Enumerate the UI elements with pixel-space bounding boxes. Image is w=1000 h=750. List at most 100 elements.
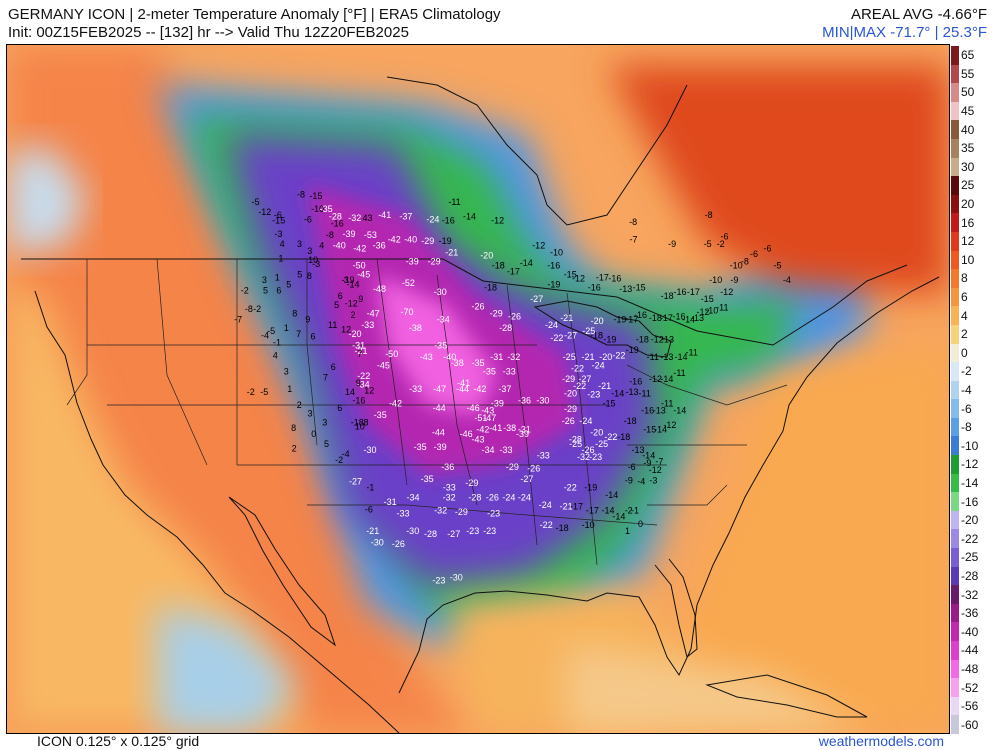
anomaly-map[interactable]: -32 43 -41 -37 -24 -16 -39 -53 -42 -40 -29 -19 -42 -3… — [6, 44, 950, 734]
temperature-value: -42 — [353, 243, 366, 253]
colorbar-swatch — [951, 138, 959, 159]
colorbar-swatch — [951, 715, 959, 735]
temperature-value: -5 — [704, 239, 712, 249]
temperature-value: -21 — [581, 352, 594, 362]
colorbar-swatch — [951, 287, 959, 307]
colorbar-swatch — [951, 194, 959, 214]
temperature-value: -18 — [556, 523, 569, 533]
temperature-value: -32 — [443, 493, 456, 503]
temperature-value: -2 — [247, 387, 255, 397]
temperature-value: -32 — [507, 352, 520, 362]
temperature-value: 9 — [358, 294, 363, 304]
temperature-value: -36 — [441, 462, 454, 472]
temperature-value: -15 — [602, 398, 615, 408]
colorbar-label: -20 — [961, 513, 979, 528]
colorbar-label: 6 — [961, 290, 968, 305]
boundaries — [21, 76, 940, 733]
temperature-value: -47 — [367, 309, 380, 319]
colorbar-label: -12 — [961, 457, 979, 472]
temperature-value: -52 — [402, 278, 415, 288]
temperature-value: -43 — [420, 352, 433, 362]
state-line-5 — [376, 258, 408, 486]
temperature-value: -29 — [455, 507, 468, 517]
temperature-value: -30 — [406, 526, 419, 536]
temperature-value: -12 — [572, 274, 585, 284]
temperature-value: -29 — [465, 478, 478, 488]
temperature-value: -38 — [451, 358, 464, 368]
temperature-value: -27 — [520, 474, 533, 484]
temperature-value: -51 — [474, 413, 487, 423]
baja-peninsula — [228, 496, 336, 647]
colorbar-label: -44 — [961, 643, 979, 658]
temperature-value: 2 — [297, 400, 302, 410]
temperature-value: -2 — [253, 304, 261, 314]
temperature-value: -16 — [672, 311, 685, 321]
colorbar-label: 40 — [961, 122, 975, 137]
temperature-value: 8 — [292, 309, 297, 319]
temperature-value: -16 — [588, 282, 601, 292]
temperature-value: -32 — [577, 452, 590, 462]
colorbar-swatch — [951, 324, 959, 344]
temperature-value: -15 — [633, 282, 646, 292]
temperature-value: -39 — [491, 398, 504, 408]
temperature-value: 10 — [308, 255, 318, 265]
temperature-value: 43 — [362, 213, 372, 223]
temperature-value: -26 — [392, 539, 405, 549]
min-max-readout: MIN|MAX -71.7° | 25.3°F — [822, 24, 987, 41]
colorbar-swatch — [951, 603, 959, 623]
temperature-value: -9 — [625, 475, 633, 485]
colorbar-label: -25 — [961, 550, 979, 565]
temperature-value: -26 — [471, 301, 484, 311]
temperature-value: -12 — [651, 335, 664, 345]
temperature-value: -11 — [716, 303, 728, 313]
temperature-value: -12 — [663, 420, 676, 430]
temperature-value: -39 — [406, 256, 419, 266]
temperature-value: -19 — [547, 280, 560, 290]
temperature-value: -8 — [326, 230, 334, 240]
temperature-value: -5 — [773, 261, 781, 271]
temperature-value: -23 — [487, 509, 500, 519]
site-credit[interactable]: weathermodels.com — [818, 733, 944, 749]
temperature-value: -10 — [730, 261, 743, 271]
temperature-value: -18 — [624, 416, 637, 426]
temperature-value: -42 — [389, 398, 402, 408]
temperature-value: -18 — [649, 313, 662, 323]
temperature-value: 7 — [296, 329, 301, 339]
temperature-value: -24 — [579, 416, 592, 426]
temperature-value: -35 — [421, 474, 434, 484]
temperature-value: -12 — [345, 298, 358, 308]
temperature-value: 0 — [638, 519, 643, 529]
state-line-8 — [566, 292, 598, 566]
temperature-value: -32 — [434, 506, 447, 516]
temperature-value: -39 — [342, 229, 355, 239]
temperature-value: -36 — [518, 396, 531, 406]
temperature-value: -18 — [617, 432, 630, 442]
temperature-value: -11 — [661, 398, 673, 408]
temperature-value: 1 — [625, 526, 630, 536]
temperature-value: -50 — [385, 349, 398, 359]
colorbar-swatch — [951, 399, 959, 419]
colorbar-swatch — [951, 548, 959, 568]
temperature-value: -7 — [655, 456, 663, 466]
colorbar-label: -8 — [961, 420, 972, 435]
temperature-value: -10 — [582, 520, 595, 530]
temperature-value: -38 — [409, 323, 422, 333]
temperature-value: -11 — [673, 368, 685, 378]
temperature-value: -2 — [241, 285, 249, 295]
temperature-value: -22 — [540, 520, 553, 530]
temperature-value: -16 — [608, 274, 621, 284]
colorbar-label: -10 — [961, 438, 979, 453]
temperature-value: -27 — [530, 294, 543, 304]
temperature-value: -9 — [730, 275, 738, 285]
temperature-value: -8 — [245, 304, 253, 314]
temperature-value: -19 — [439, 236, 452, 246]
atlantic-warm — [647, 345, 949, 733]
temperature-value: -12 — [532, 240, 545, 250]
temperature-value: -34 — [481, 445, 494, 455]
temperature-value: -15 — [309, 191, 322, 201]
colorbar-label: -2 — [961, 364, 972, 379]
temperature-value: -41 — [378, 210, 391, 220]
temperature-value: -12 — [696, 307, 709, 317]
colorbar-swatch — [951, 641, 959, 661]
temperature-value: -15 — [272, 216, 285, 226]
